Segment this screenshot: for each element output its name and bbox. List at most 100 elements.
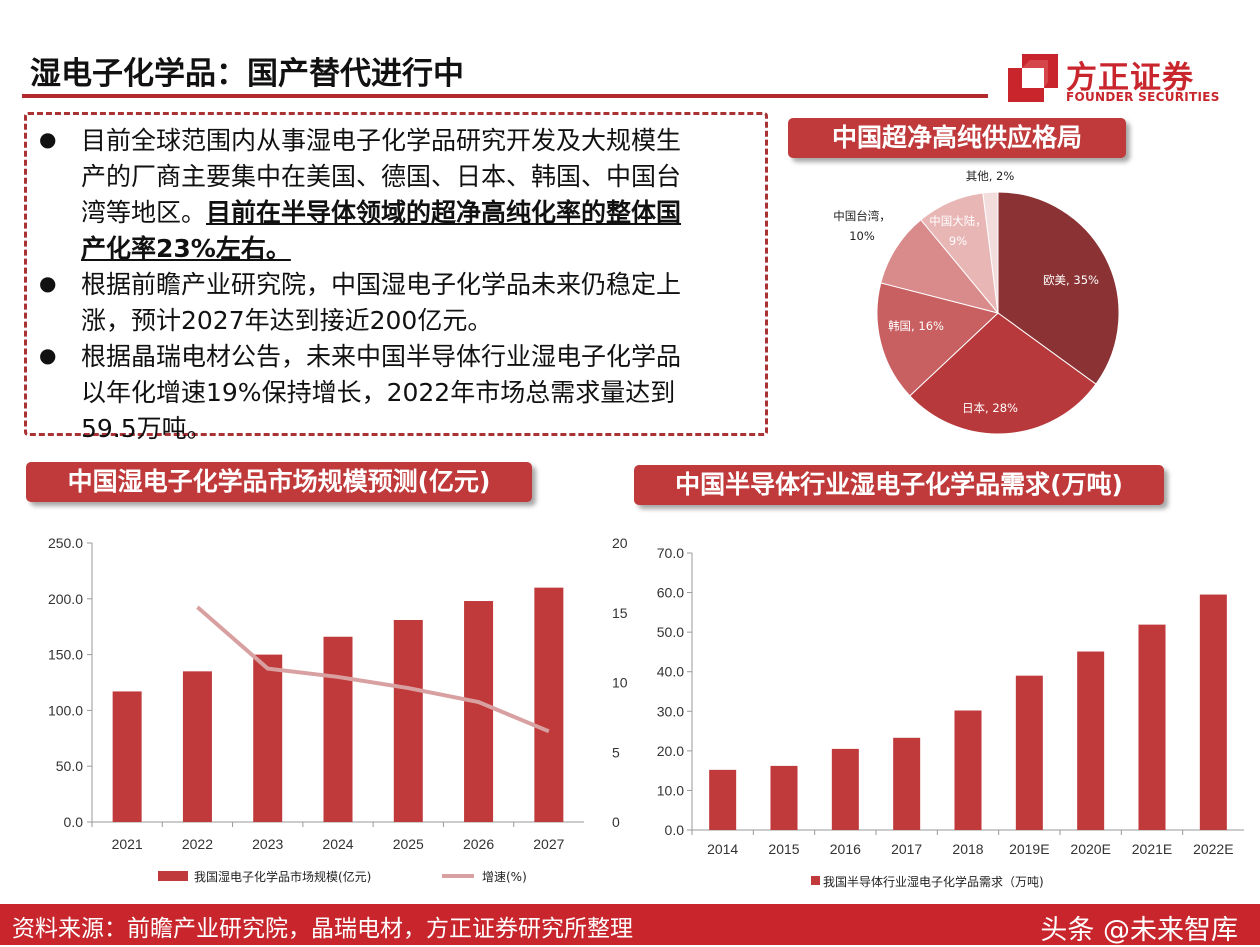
bar: [182, 671, 212, 822]
y-tick-label: 50.0: [657, 624, 684, 640]
footer-bar: 资料来源：前瞻产业研究院，晶瑞电材，方正证券研究所整理 头条 @未来智库: [0, 904, 1260, 946]
x-tick-label: 2016: [830, 841, 861, 857]
x-tick-label: 2021: [112, 836, 143, 852]
y-tick-label: 10.0: [657, 782, 684, 798]
legend-label: 增速(%): [482, 870, 527, 884]
bar: [770, 765, 798, 830]
pie-slice-label: 9%: [949, 234, 967, 248]
y-tick-label: 30.0: [657, 703, 684, 719]
legend-label: 我国半导体行业湿电子化学品需求（万吨): [823, 874, 1044, 889]
bullet-text-box: ● 目前全球范围内从事湿电子化学品研究开发及大规模生 产的厂商主要集中在美国、德…: [24, 112, 768, 443]
y-right-tick-label: 10: [612, 675, 628, 691]
bullet-plain-text: 湾等地区。: [81, 198, 207, 227]
pie-slice: [909, 312, 1097, 435]
pie-slice-label: 韩国, 16%: [888, 319, 944, 333]
y-left-tick-label: 100.0: [48, 702, 83, 718]
pie-slice: [997, 191, 1120, 385]
market-chart-title: 中国湿电子化学品市场规模预测(亿元): [26, 462, 532, 502]
pie-slice-label: 日本, 28%: [962, 401, 1018, 415]
bar: [1077, 651, 1105, 830]
x-tick-label: 2023: [252, 836, 283, 852]
bullet-dot-icon: ●: [39, 127, 57, 151]
y-right-tick-label: 15: [612, 605, 628, 621]
y-left-tick-label: 50.0: [56, 758, 83, 774]
x-tick-label: 2026: [463, 836, 494, 852]
bar: [464, 601, 494, 822]
watermark: 头条 @未来智库: [1040, 915, 1238, 946]
page-title: 湿电子化学品：国产替代进行中: [30, 56, 464, 92]
demand-chart-title: 中国半导体行业湿电子化学品需求(万吨): [634, 465, 1164, 505]
logo-english-name: FOUNDER SECURITIES: [1066, 90, 1220, 104]
bullet-dot-icon: ●: [39, 271, 57, 295]
growth-line: [196, 605, 550, 734]
y-left-tick-label: 150.0: [48, 647, 83, 663]
x-tick-label: 2020E: [1070, 841, 1110, 857]
bar: [1138, 624, 1166, 830]
logo-chinese-name: 方正证券: [1066, 60, 1194, 96]
bullet-line: 目前全球范围内从事湿电子化学品研究开发及大规模生: [81, 126, 682, 155]
bullet-line: 以年化增速19%保持增长，2022年市场总需求量达到: [81, 378, 676, 407]
bullet-emphasis-text: 目前在半导体领域的超净高纯化率的整体国: [206, 198, 682, 227]
pie-slice: [982, 191, 999, 314]
bullet-line: 涨，预计2027年达到接近200亿元。: [81, 306, 493, 335]
y-tick-label: 0.0: [665, 822, 685, 838]
bar: [893, 737, 921, 830]
pie-slice-label: 其他, 2%: [966, 169, 1015, 183]
x-tick-label: 2015: [768, 841, 799, 857]
x-tick-label: 2021E: [1132, 841, 1172, 857]
y-left-tick-label: 200.0: [48, 591, 83, 607]
bullet-dot-icon: ●: [39, 343, 57, 367]
y-left-tick-label: 0.0: [64, 814, 84, 830]
charts-canvas: 欧美, 35% 日本, 28% 韩国, 16% 中国台湾， 10% 中国大陆， 9% 其他, …: [48, 169, 1244, 889]
bullet-line: 59.5万吨。: [81, 414, 212, 443]
y-right-tick-label: 0: [612, 814, 620, 830]
y-right-tick-label: 20: [612, 535, 628, 551]
legend-swatch-line: [442, 874, 474, 878]
legend-swatch-bar: [158, 871, 188, 881]
bar: [709, 769, 737, 830]
founder-logo-icon: [1008, 54, 1058, 102]
pie-slice-label: 10%: [849, 229, 875, 243]
bullet-line: 产化率23%左右。: [81, 231, 761, 267]
y-tick-label: 60.0: [657, 585, 684, 601]
bar: [253, 654, 283, 822]
x-tick-label: 2027: [533, 836, 564, 852]
x-tick-label: 2022E: [1193, 841, 1233, 857]
legend-swatch-bar: [811, 876, 820, 885]
x-tick-label: 2018: [952, 841, 983, 857]
bar: [112, 691, 142, 822]
x-tick-label: 2022: [182, 836, 213, 852]
pie-slice: [880, 219, 1000, 314]
y-tick-label: 70.0: [657, 545, 684, 561]
y-tick-label: 40.0: [657, 664, 684, 680]
bullet-line: 产的厂商主要集中在美国、德国、日本、韩国、中国台: [81, 162, 682, 191]
y-left-tick-label: 250.0: [48, 535, 83, 551]
bar: [831, 748, 859, 830]
bar: [534, 587, 564, 822]
x-tick-label: 2019E: [1009, 841, 1049, 857]
source-note: 资料来源：前瞻产业研究院，晶瑞电材，方正证券研究所整理: [12, 916, 633, 942]
x-tick-label: 2024: [322, 836, 353, 852]
y-right-tick-label: 5: [612, 744, 620, 760]
bullet-emphasis-text: 产化率23%左右。: [81, 234, 291, 263]
brand-logo: 方正证券 FOUNDER SECURITIES: [1008, 52, 1220, 108]
pie-slice-label: 中国大陆，: [929, 214, 987, 228]
pie-slice: [876, 282, 1000, 397]
x-tick-label: 2025: [393, 836, 424, 852]
bullet-line: 根据晶瑞电材公告，未来中国半导体行业湿电子化学品: [81, 342, 682, 371]
x-tick-label: 2014: [707, 841, 738, 857]
bar: [1199, 594, 1227, 830]
bullet-line: 湾等地区。目前在半导体领域的超净高纯化率的整体国: [81, 195, 761, 231]
pie-chart-title: 中国超净高纯供应格局: [788, 118, 1126, 158]
bar: [1015, 675, 1043, 830]
x-tick-label: 2017: [891, 841, 922, 857]
pie-slice-label: 欧美, 35%: [1043, 273, 1099, 287]
bar: [393, 620, 423, 822]
pie-slice-label: 中国台湾，: [833, 209, 891, 223]
y-tick-label: 20.0: [657, 743, 684, 759]
title-underline: [22, 94, 988, 98]
bullet-line: 根据前瞻产业研究院，中国湿电子化学品未来仍稳定上: [81, 270, 682, 299]
legend-label: 我国湿电子化学品市场规模(亿元): [194, 869, 371, 884]
bar: [323, 636, 353, 822]
bar: [954, 710, 982, 830]
